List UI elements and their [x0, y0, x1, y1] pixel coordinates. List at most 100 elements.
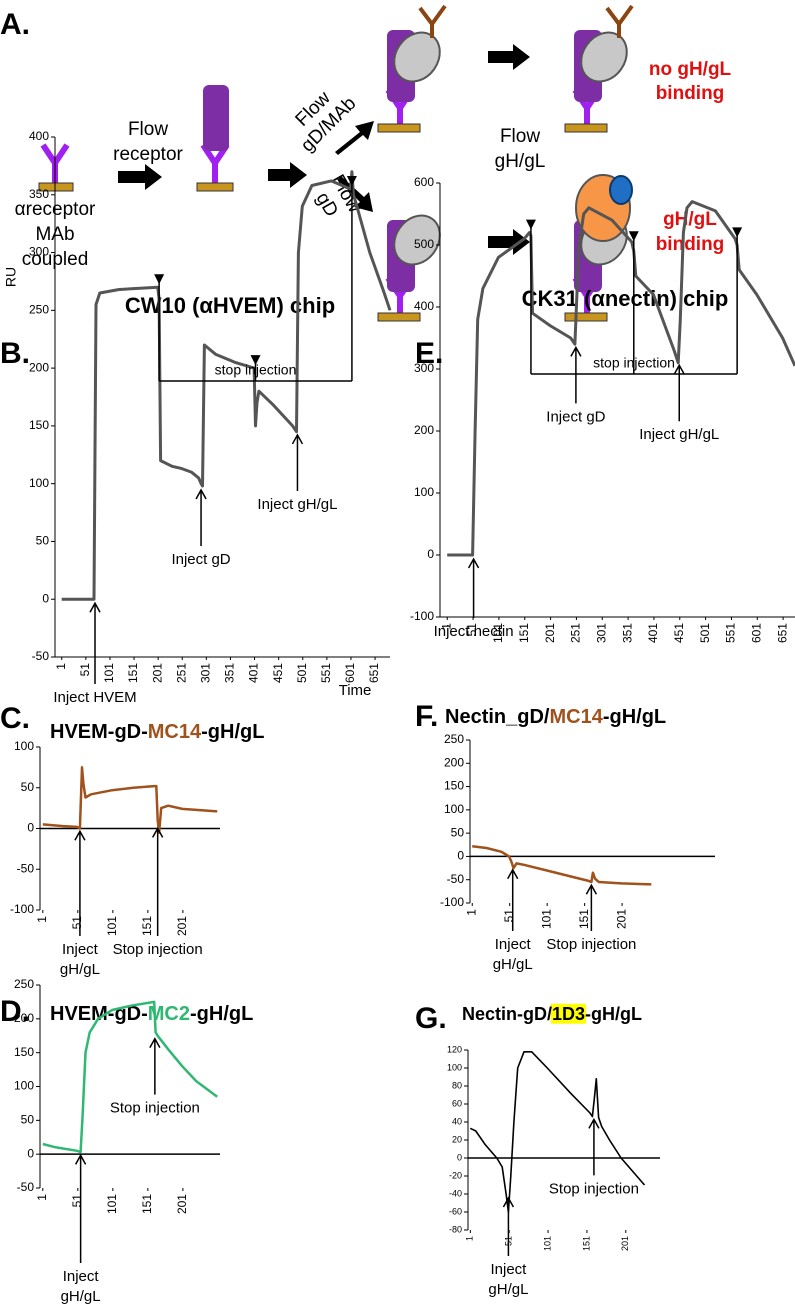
- y-tick-label: -50: [17, 1180, 35, 1194]
- x-tick-label: 201: [543, 623, 557, 643]
- complex: [377, 4, 447, 133]
- y-tick-label: -50: [447, 872, 465, 886]
- x-tick-label: 251: [174, 663, 188, 683]
- arrow-head: [154, 274, 165, 285]
- y-tick-label: 60: [452, 1098, 462, 1108]
- x-tick-label: 601: [343, 663, 357, 683]
- x-tick-label: 651: [367, 663, 381, 683]
- arrow-head: [525, 219, 536, 230]
- y-tick-label: 0: [27, 1146, 34, 1160]
- title-part: Nectin_gD/: [445, 706, 550, 728]
- y-tick-label: 150: [444, 779, 464, 793]
- annotation-arrow: [149, 1037, 161, 1095]
- x-tick-label: 51: [70, 916, 84, 930]
- y-tick-label: 50: [36, 534, 50, 548]
- x-tick-label: 601: [749, 623, 763, 643]
- bracket-label: stop injection: [593, 355, 675, 371]
- annotation: Inject: [490, 1261, 527, 1278]
- x-tick-label: 201: [620, 1236, 630, 1251]
- y-tick-label: 250: [14, 977, 34, 991]
- y-tick-label: 0: [457, 849, 464, 863]
- ghgl-subunit: [609, 175, 633, 205]
- y-tick-label: 150: [29, 418, 49, 432]
- y-tick-label: -40: [449, 1188, 462, 1198]
- arrow: [488, 229, 530, 255]
- y-tick-label: 250: [29, 303, 49, 317]
- title-part: MC14: [148, 721, 202, 743]
- annotation: Inject gH/gL: [257, 496, 337, 513]
- annotation: Inject nectin: [434, 623, 514, 640]
- chart-title: CW10 (αHVEM) chip: [125, 293, 335, 318]
- y-axis-label: RU: [3, 267, 19, 287]
- annotation-arrow: [588, 1117, 600, 1176]
- y-tick-label: 0: [42, 591, 49, 605]
- y-tick-label: 300: [414, 361, 434, 375]
- arrow: [338, 176, 373, 212]
- x-tick-label: 101: [105, 1194, 119, 1214]
- panel-label: F.: [415, 700, 438, 733]
- x-tick-label: 101: [542, 1236, 552, 1251]
- x-tick-label: 301: [594, 623, 608, 643]
- title-part: -gH/gL: [585, 1004, 642, 1024]
- annotation-arrow: [467, 557, 480, 618]
- y-tick-label: 150: [14, 1045, 34, 1059]
- x-tick-label: 1: [439, 623, 453, 630]
- y-tick-label: 100: [29, 476, 49, 490]
- bracket-label: stop injection: [215, 362, 297, 378]
- x-tick-label: 401: [247, 663, 261, 683]
- y-tick-label: 350: [29, 187, 49, 201]
- annotation: Inject: [63, 1268, 100, 1285]
- y-tick-label: 500: [414, 237, 434, 251]
- arrow: [335, 121, 374, 155]
- x-tick-label: 1: [465, 1236, 475, 1241]
- x-tick-label: 301: [199, 663, 213, 683]
- y-tick-label: -100: [10, 902, 34, 916]
- x-tick-label: 151: [126, 663, 140, 683]
- y-tick-label: 200: [414, 423, 434, 437]
- panel-label: B.: [0, 337, 30, 370]
- x-tick-label: 501: [698, 623, 712, 643]
- annotation-arrow: [585, 883, 598, 931]
- annotation: gH/gL: [488, 1281, 528, 1298]
- annotation: Inject: [62, 941, 99, 958]
- y-tick-label: 100: [414, 485, 434, 499]
- annotation-arrow: [507, 868, 519, 931]
- chart-title: HVEM-gD-MC14-gH/gL: [50, 721, 264, 743]
- annotation-arrow: [502, 1196, 515, 1256]
- y-tick-label: 0: [27, 821, 34, 835]
- annotation-arrow: [74, 1153, 87, 1263]
- y-tick-label: 50: [21, 780, 35, 794]
- y-tick-label: 0: [427, 547, 434, 561]
- y-tick-label: 0: [457, 1152, 462, 1162]
- x-tick-label: 101: [105, 916, 119, 936]
- x-tick-label: 101: [491, 623, 505, 643]
- chip: [377, 312, 421, 322]
- result: no gH/gL: [649, 59, 732, 80]
- y-tick-label: -50: [17, 861, 35, 875]
- x-tick-label: 151: [517, 623, 531, 643]
- title-part: CW10 (αHVEM) chip: [125, 293, 335, 318]
- annotation: gH/gL: [61, 1288, 101, 1305]
- gd: [393, 214, 441, 266]
- annotation: Stop injection: [113, 941, 203, 958]
- chip: [38, 182, 74, 192]
- x-tick-label: 1: [464, 909, 478, 916]
- x-tick-label: 201: [175, 1194, 189, 1214]
- x-tick-label: 651: [775, 623, 789, 643]
- x-tick-label: 51: [78, 663, 92, 677]
- x-tick-label: 451: [672, 623, 686, 643]
- x-tick-label: 201: [614, 909, 628, 929]
- annotation-arrow: [74, 829, 86, 936]
- x-tick-label: 151: [577, 909, 591, 929]
- arrow-head: [250, 355, 261, 366]
- y-tick-label: 200: [14, 1011, 34, 1025]
- label: Flow: [500, 126, 540, 147]
- highlight: [551, 1003, 587, 1024]
- y-tick-label: 200: [29, 360, 49, 374]
- x-tick-label: 451: [271, 663, 285, 683]
- annotation-arrow: [291, 433, 304, 491]
- complex: [377, 214, 441, 322]
- x-tick-label: 351: [223, 663, 237, 683]
- x-tick-label: 551: [319, 663, 333, 683]
- x-tick-label: 101: [102, 663, 116, 683]
